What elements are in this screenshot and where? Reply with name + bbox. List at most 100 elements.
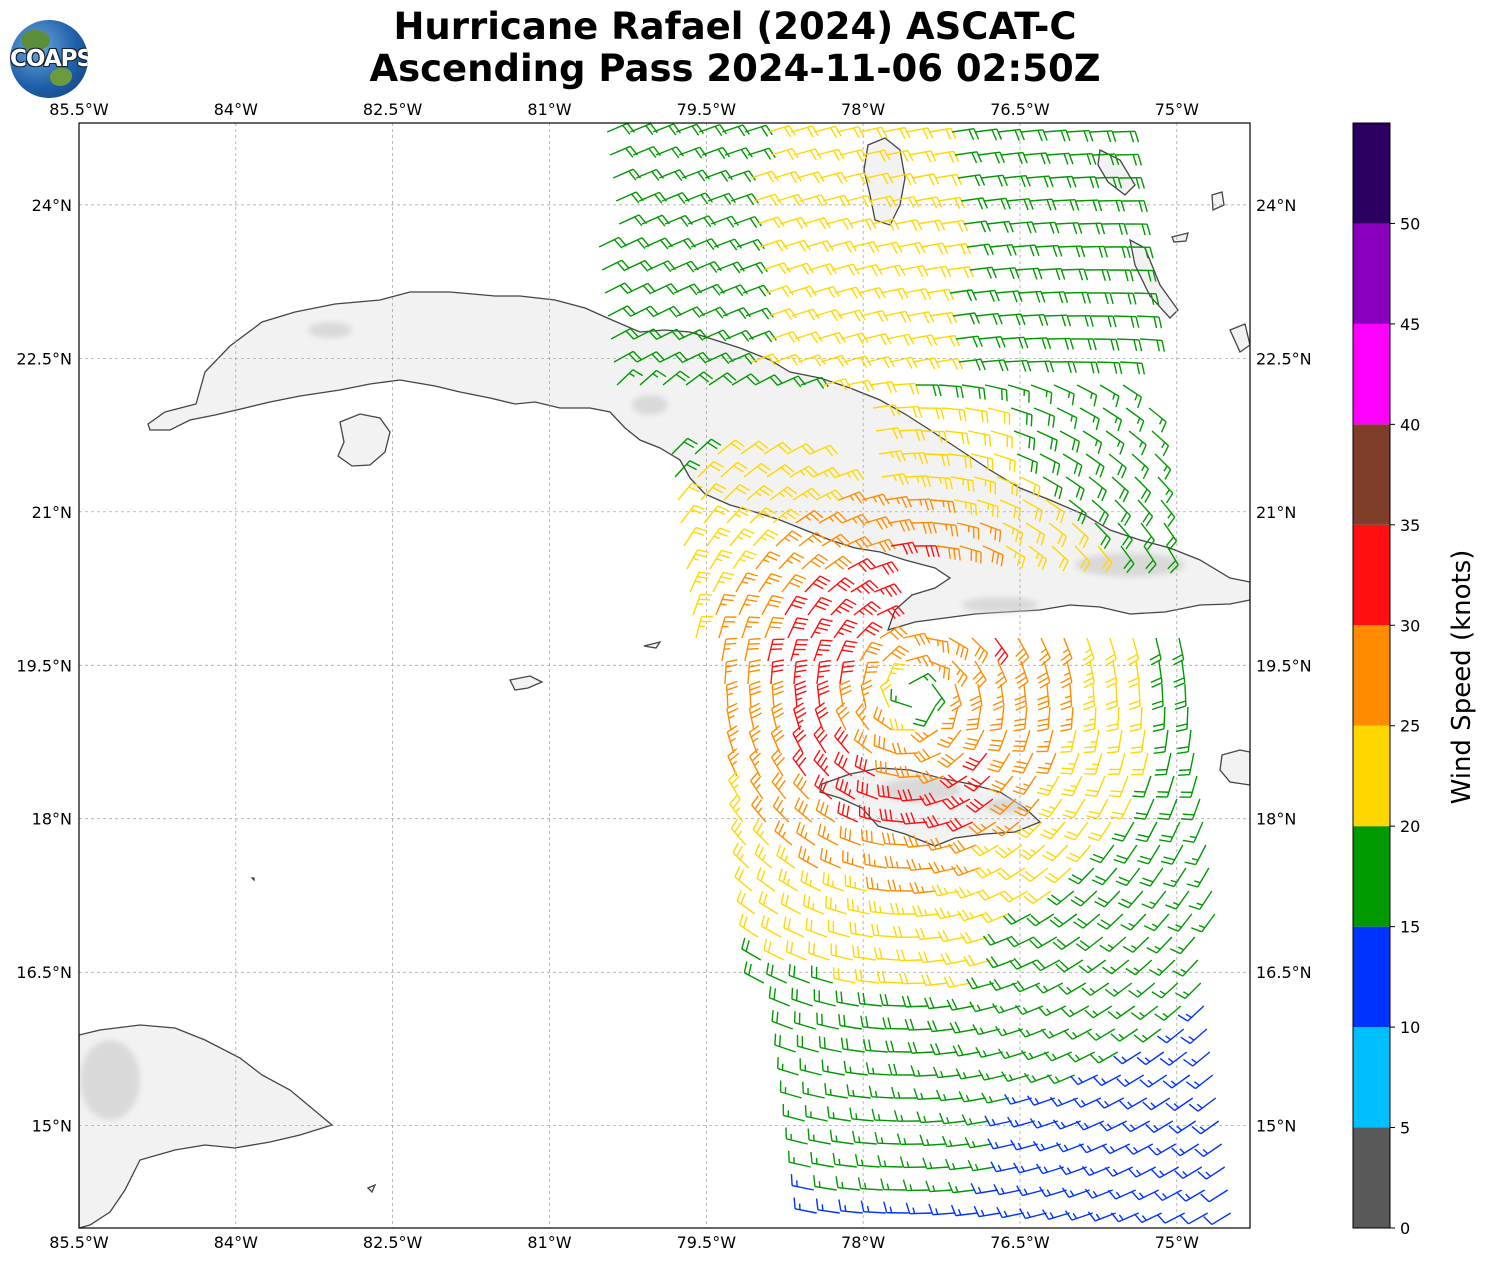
wind-barb [961,384,986,400]
wind-barb [908,672,937,685]
wind-barb [827,919,850,938]
wind-barb [815,489,844,502]
colorbar-bin [1353,424,1390,525]
wind-barb [962,729,985,751]
wind-barb [1073,913,1101,929]
wind-barb [785,262,814,275]
wind-barb [947,453,973,469]
wind-barb [992,821,1020,837]
wind-barb [1025,522,1046,546]
wind-barb [1040,821,1066,840]
wind-barb [1071,522,1089,549]
wind-barb [750,170,779,183]
wind-barb [1197,1166,1226,1180]
wind-barb [940,706,959,730]
wind-barb [764,616,785,639]
wind-barb [791,308,820,321]
wind-barb [906,127,934,140]
land-haiti [1219,749,1250,786]
wind-barb [882,1017,908,1030]
wind-barb [981,1092,1009,1104]
colorbar-tick-label: 0 [1400,1219,1410,1238]
wind-barb [675,123,704,136]
wind-barb [894,765,921,779]
wind-barb [881,832,907,846]
wind-barb [774,353,803,366]
wind-barb [984,384,1008,402]
wind-barb [1083,683,1096,711]
wind-barb [950,476,975,492]
wind-barb [1113,130,1140,143]
wind-barb [760,915,782,938]
wind-barb [701,146,730,159]
wind-barb [759,239,788,252]
wind-barb [762,262,791,275]
lat-tick-label-right: 24°N [1256,196,1296,215]
wind-barb [1013,430,1036,451]
wind-barb [888,172,917,186]
wind-barb [768,986,791,1007]
wind-barb [731,373,760,386]
land-swan-island [250,877,255,882]
wind-barb [880,1178,906,1191]
wind-barb [966,977,994,990]
wind-barb [794,680,807,708]
wind-barb [1065,291,1092,304]
lon-tick-label-bottom: 78°W [841,1233,885,1252]
wind-barb [1059,430,1081,453]
wind-barb [1030,198,1057,211]
wind-barb [1105,660,1118,689]
wind-barb [932,150,960,163]
wind-barb [1129,706,1143,733]
wind-barb [1162,867,1187,888]
wind-barb [1099,199,1126,212]
wind-barb [1173,660,1186,688]
wind-barb [800,870,822,892]
wind-barb [910,521,937,534]
wind-barb [970,266,997,279]
wind-barb [1104,982,1133,997]
lon-tick-label-top: 75°W [1155,100,1199,119]
wind-barb [901,995,928,1008]
wind-barb [1036,775,1060,796]
wind-barb [835,468,864,481]
wind-barb [728,771,741,800]
wind-barb [950,1204,978,1217]
wind-barb [1096,913,1124,930]
wind-barb [1159,821,1181,843]
wind-barb [990,430,1013,449]
wind-barb [972,1024,1000,1036]
wind-barb [1154,453,1172,480]
wind-barb [815,799,836,823]
colorbar-tick-label: 10 [1400,1018,1420,1037]
wind-barb [898,428,926,441]
wind-barb [912,357,941,370]
wind-barb [1004,174,1031,188]
wind-barb [929,311,958,324]
wind-barb [907,1041,934,1054]
wind-barb [941,219,969,233]
wind-barb [879,625,908,641]
wind-barb [1125,223,1151,236]
wind-barb [1079,222,1106,235]
wind-barb [1113,844,1138,864]
wind-barb [1154,752,1172,776]
wind-barb [994,844,1023,859]
wind-barb [1044,129,1071,142]
wind-barb [1105,683,1118,711]
wind-barb [1139,867,1164,887]
wind-barb [832,1152,857,1168]
wind-barb [682,351,711,364]
wind-barb [720,461,748,478]
wind-barb [1012,775,1037,795]
wind-barb [1036,729,1054,753]
wind-barb [1175,706,1189,733]
wind-barb [1007,1116,1035,1128]
wind-barb [916,1111,943,1124]
wind-barb [1151,982,1179,999]
wind-barb [1014,798,1040,817]
wind-barb [739,261,768,274]
wind-barb [835,1176,860,1191]
wind-barb [783,916,805,938]
wind-barb [1094,890,1121,908]
